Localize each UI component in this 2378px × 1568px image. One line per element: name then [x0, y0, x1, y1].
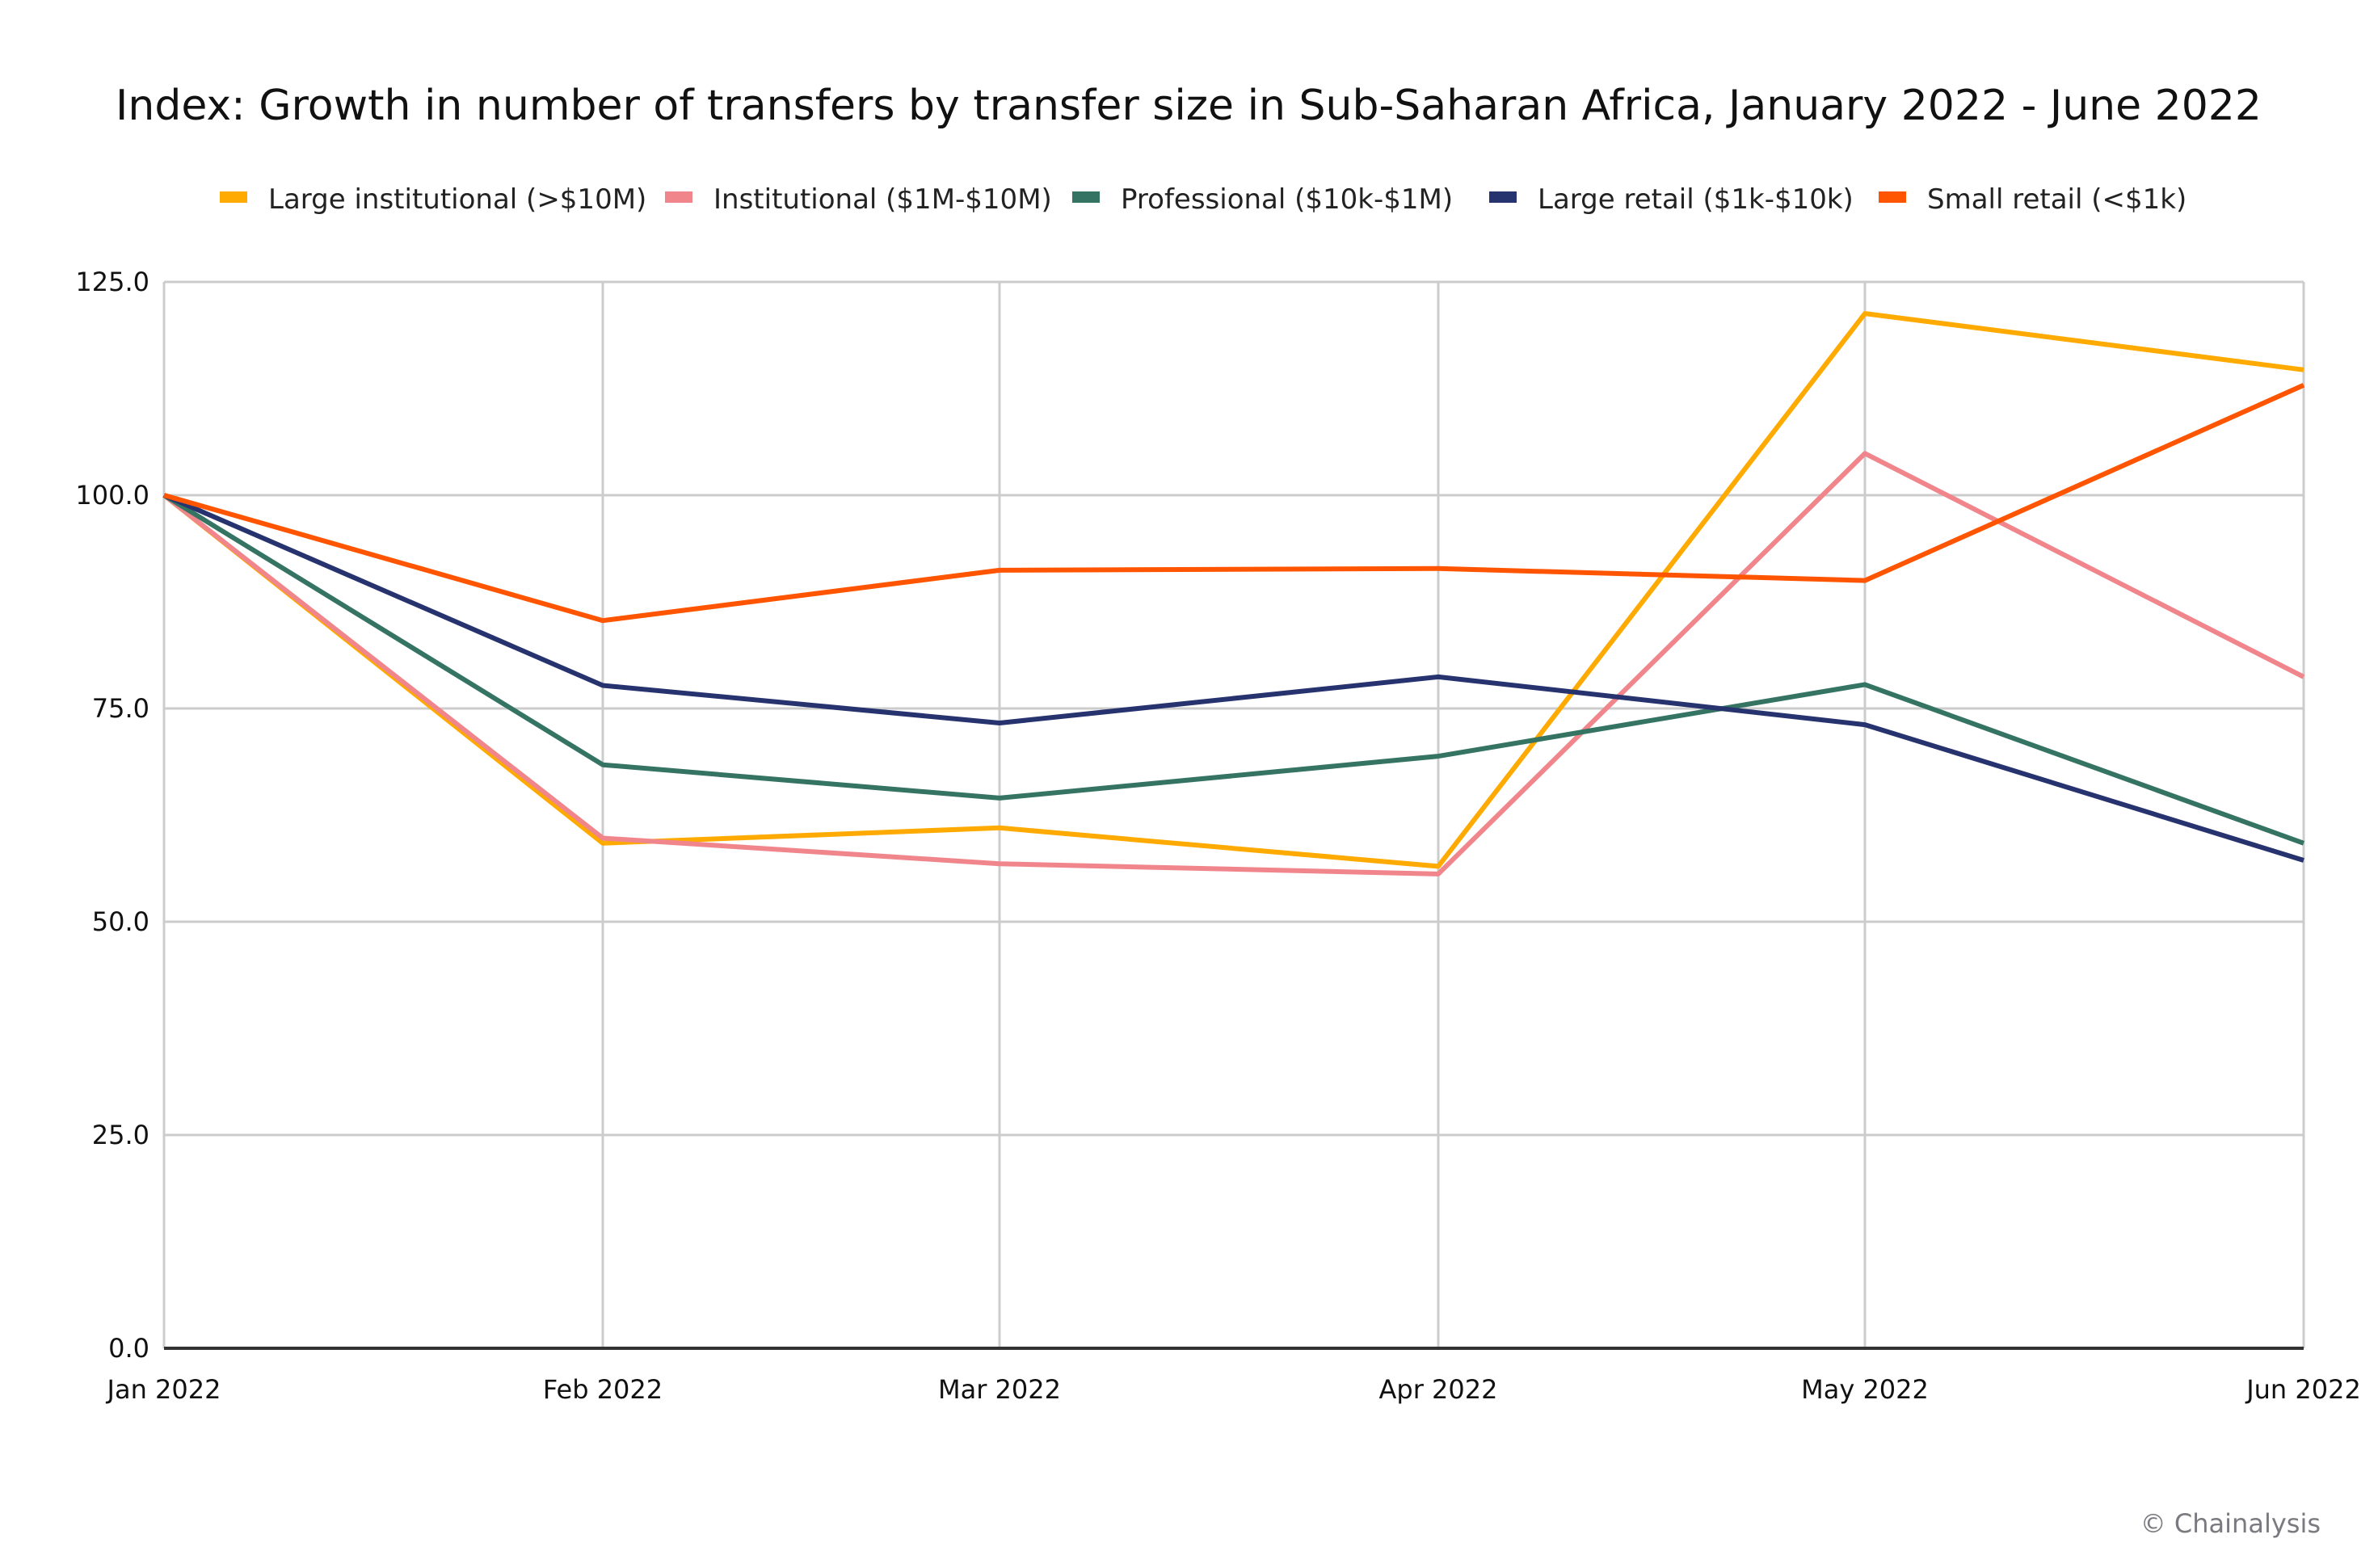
- y-tick-label: 100.0: [75, 480, 149, 511]
- x-tick-label: Jun 2022: [2245, 1374, 2361, 1405]
- chart-title: Index: Growth in number of transfers by …: [116, 82, 2262, 130]
- footer-credit: © Chainalysis: [2140, 1508, 2321, 1539]
- legend-swatch: [1489, 191, 1517, 203]
- x-tick-label: Apr 2022: [1379, 1374, 1498, 1405]
- legend-item: Large retail ($1k-$10k): [1489, 183, 1854, 216]
- y-axis: 0.0 25.0 50.0 75.0 100.0 125.0: [75, 267, 149, 1364]
- legend-swatch: [665, 191, 692, 203]
- legend: Large institutional (>$10M) Institutional…: [220, 183, 2186, 216]
- grid: [162, 280, 2305, 1350]
- y-tick-label: 75.0: [92, 693, 149, 724]
- series-line-1: [162, 451, 2305, 876]
- y-tick-label: 50.0: [92, 906, 149, 937]
- series-line-0: [162, 311, 2304, 869]
- legend-item: Professional ($10k-$1M): [1072, 183, 1453, 216]
- series-lines: [162, 311, 2305, 876]
- legend-item: Small retail (<$1k): [1879, 183, 2186, 216]
- x-tick-label: Jan 2022: [106, 1374, 221, 1405]
- x-tick-label: Mar 2022: [938, 1374, 1061, 1405]
- legend-swatch: [220, 191, 247, 203]
- series-line-4: [163, 383, 2305, 624]
- legend-label: Large institutional (>$10M): [268, 183, 646, 216]
- legend-label: Institutional ($1M-$10M): [713, 183, 1052, 216]
- legend-swatch: [1879, 191, 1906, 203]
- series-line-2: [162, 493, 2305, 846]
- y-tick-label: 0.0: [108, 1333, 149, 1364]
- x-axis: Jan 2022 Feb 2022 Mar 2022 Apr 2022 May 2022…: [106, 1374, 2361, 1405]
- legend-item: Large institutional (>$10M): [220, 183, 646, 216]
- x-tick-label: May 2022: [1801, 1374, 1929, 1405]
- legend-item: Institutional ($1M-$10M): [665, 183, 1052, 216]
- x-tick-label: Feb 2022: [543, 1374, 663, 1405]
- legend-label: Professional ($10k-$1M): [1121, 183, 1453, 216]
- legend-label: Small retail (<$1k): [1927, 183, 2186, 216]
- series-line-3: [162, 493, 2304, 863]
- legend-label: Large retail ($1k-$10k): [1538, 183, 1854, 216]
- legend-swatch: [1072, 191, 1100, 203]
- y-tick-label: 25.0: [92, 1120, 149, 1150]
- y-tick-label: 125.0: [75, 267, 149, 297]
